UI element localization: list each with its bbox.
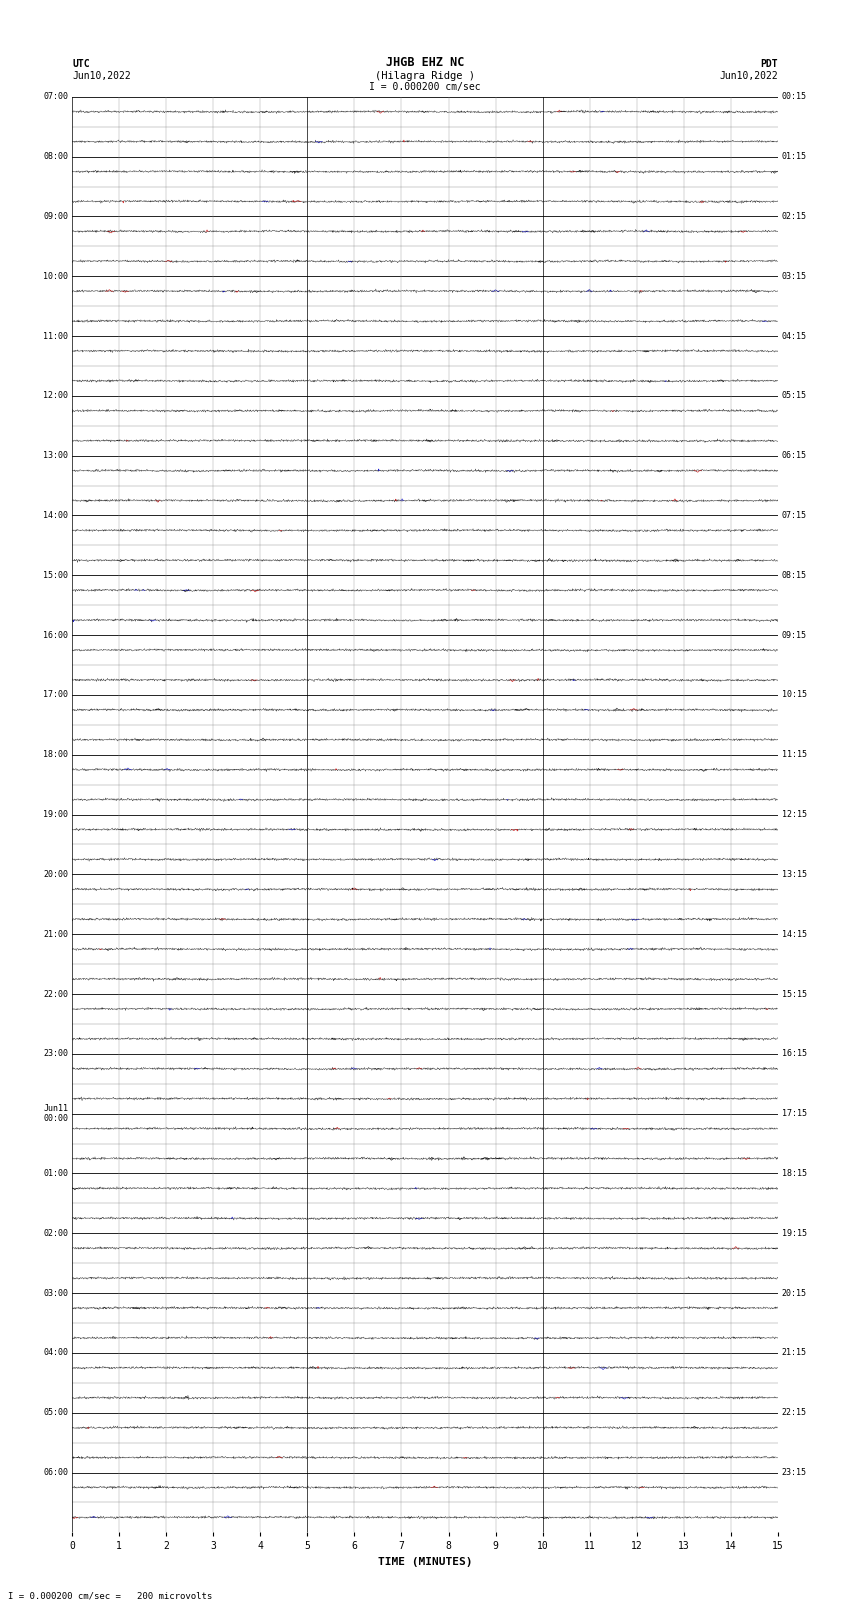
Text: Jun10,2022: Jun10,2022 [72, 71, 131, 81]
X-axis label: TIME (MINUTES): TIME (MINUTES) [377, 1557, 473, 1566]
Text: Jun10,2022: Jun10,2022 [719, 71, 778, 81]
Text: JHGB EHZ NC: JHGB EHZ NC [386, 55, 464, 69]
Text: (Hilagra Ridge ): (Hilagra Ridge ) [375, 71, 475, 81]
Text: PDT: PDT [760, 58, 778, 69]
Text: UTC: UTC [72, 58, 90, 69]
Text: I = 0.000200 cm/sec: I = 0.000200 cm/sec [369, 82, 481, 92]
Text: I = 0.000200 cm/sec =   200 microvolts: I = 0.000200 cm/sec = 200 microvolts [8, 1590, 212, 1600]
